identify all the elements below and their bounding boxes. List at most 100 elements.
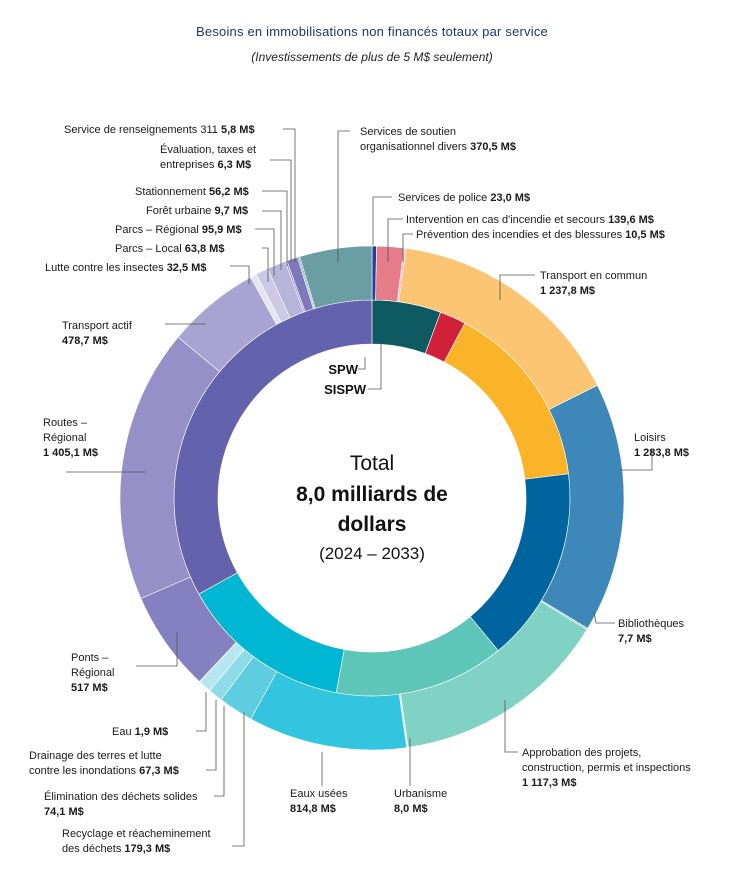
label-line: Eau [112, 726, 135, 738]
label-line: Drainage des terres et lutte [29, 750, 162, 762]
group-leader-spw [358, 357, 366, 370]
chart-title: Besoins en immobilisations non financés … [196, 24, 548, 39]
label-eaux-usees: Eaux usées 814,8 M$ [290, 788, 348, 815]
value-approbation-des-projets-construction-permis-et-inspections: 1 117,3 M$ [522, 777, 576, 789]
group-label-spw: SPW [328, 362, 358, 377]
label-line: Services de police [398, 192, 490, 204]
label-line: Loisirs [634, 432, 666, 444]
leader-ponts-regional [136, 632, 178, 667]
leader-service-de-renseignements-311 [283, 128, 296, 262]
label-parcs-regional: Parcs – Régional 95,9 M$ [115, 224, 242, 236]
group-label-sispw: SISPW [324, 382, 367, 397]
leader-evaluation-taxes-et-entreprises [270, 159, 292, 262]
chart-subtitle: (Investissements de plus de 5 M$ seuleme… [251, 50, 492, 64]
label-line: Bibliothèques [618, 618, 685, 630]
leader-loisirs [620, 450, 653, 471]
label-parcs-local: Parcs – Local 63,8 M$ [115, 243, 224, 255]
leader-parcs-local [262, 247, 269, 282]
label-line: Parcs – Local [115, 243, 185, 255]
leader-parcs-regional [255, 228, 275, 276]
label-line: Régional [43, 432, 86, 444]
center-amount-line1: 8,0 milliards de [296, 483, 448, 506]
slice-labels: Services de police 23,0 M$ Intervention e… [29, 124, 691, 855]
label-line: Stationnement [135, 186, 209, 198]
value-lutte-contre-les-insectes: 32,5 M$ [167, 262, 207, 274]
leader-lutte-contre-les-insectes [230, 265, 250, 284]
label-stationnement: Stationnement 56,2 M$ [135, 186, 249, 198]
value-evaluation-taxes-et-entreprises: 6,3 M$ [217, 159, 251, 171]
label-line: Services de soutien [360, 126, 456, 138]
label-services-de-soutien-organisationnel-divers: Services de soutien organisationnel diver… [360, 126, 516, 153]
label-line: Approbation des projets, [522, 747, 641, 759]
label-services-de-police: Services de police 23,0 M$ [398, 192, 530, 204]
leader-recyclage-et-reacheminement-des-dechets [232, 712, 245, 847]
value-ponts-regional: 517 M$ [71, 682, 108, 694]
leader-prevention-des-incendies-et-des-blessures [402, 233, 413, 262]
label-line: Routes – [43, 417, 88, 429]
value-services-de-police: 23,0 M$ [490, 192, 530, 204]
leader-drainage-des-terres-et-lutte-contre-les-inondations [206, 700, 217, 771]
value-urbanisme: 8,0 M$ [394, 803, 428, 815]
label-transport-en-commun: Transport en commun 1 237,8 M$ [540, 270, 647, 297]
label-line: Transport en commun [540, 270, 647, 282]
label-line: Eaux usées [290, 788, 348, 800]
leader-lines [66, 128, 653, 847]
label-transport-actif: Transport actif 478,7 M$ [62, 320, 133, 347]
donut-rings [119, 245, 625, 751]
value-intervention-en-cas-d-incendie-et-secours: 139,6 M$ [608, 214, 654, 226]
label-line: Urbanisme [394, 788, 447, 800]
label-line: Élimination des déchets solides [44, 790, 198, 803]
value-services-de-soutien-organisationnel-divers: 370,5 M$ [470, 141, 516, 153]
label-drainage-des-terres-et-lutte-contre-les-inondations: Drainage des terres et lutte contre les i… [29, 750, 179, 777]
label-line: Service de renseignements 311 [64, 124, 221, 136]
label-prevention-des-incendies-et-des-blessures: Prévention des incendies et des blessure… [416, 229, 665, 241]
center-amount-line2: dollars [338, 513, 407, 536]
leader-services-de-police [372, 196, 392, 245]
value-eaux-usees: 814,8 M$ [290, 803, 336, 815]
leader-transport-en-commun [499, 274, 535, 300]
label-line: entreprises [160, 159, 217, 171]
label-loisirs: Loisirs 1 283,8 M$ [634, 432, 689, 459]
label-line: organisationnel divers [360, 141, 470, 153]
label-line: Forêt urbaine [146, 205, 214, 217]
value-loisirs: 1 283,8 M$ [634, 447, 689, 459]
leader-foret-urbaine [262, 210, 282, 270]
label-line: Transport actif [62, 320, 133, 332]
label-elimination-des-dechets-solides: Élimination des déchets solides 74,1 M$ [44, 790, 198, 818]
label-line: Parcs – Régional [115, 224, 202, 236]
label-line: Recyclage et réacheminement [62, 828, 211, 840]
group-leader-sispw [368, 344, 382, 390]
value-transport-en-commun: 1 237,8 M$ [540, 285, 595, 297]
label-approbation-des-projets-construction-permis-et-inspections: Approbation des projets, construction, pe… [522, 747, 691, 789]
value-recyclage-et-reacheminement-des-dechets: 179,3 M$ [124, 843, 170, 855]
value-bibliotheques: 7,7 M$ [618, 633, 652, 645]
label-lutte-contre-les-insectes: Lutte contre les insectes 32,5 M$ [45, 262, 206, 274]
label-recyclage-et-reacheminement-des-dechets: Recyclage et réacheminement des déchets 1… [62, 828, 211, 855]
center-years: (2024 – 2033) [319, 544, 425, 563]
label-line: des déchets [62, 843, 124, 855]
label-line: contre les inondations [29, 765, 139, 777]
value-parcs-local: 63,8 M$ [185, 243, 225, 255]
label-routes-regional: Routes – Régional 1 405,1 M$ [43, 417, 98, 459]
value-routes-regional: 1 405,1 M$ [43, 447, 98, 459]
value-transport-actif: 478,7 M$ [62, 335, 108, 347]
label-urbanisme: Urbanisme 8,0 M$ [394, 788, 447, 815]
leader-services-de-soutien-organisationnel-divers [337, 130, 350, 262]
value-stationnement: 56,2 M$ [209, 186, 249, 198]
value-prevention-des-incendies-et-des-blessures: 10,5 M$ [625, 229, 665, 241]
label-line: Lutte contre les insectes [45, 262, 167, 274]
center-total: Total [350, 452, 394, 475]
label-evaluation-taxes-et-entreprises: Évaluation, taxes et entreprises 6,3 M$ [160, 143, 256, 171]
leader-stationnement [262, 190, 288, 266]
value-elimination-des-dechets-solides: 74,1 M$ [44, 806, 84, 818]
leader-eau [196, 692, 207, 732]
label-line: Évaluation, taxes et [160, 143, 256, 156]
value-parcs-regional: 95,9 M$ [202, 224, 242, 236]
label-line: Régional [71, 667, 114, 679]
label-line: Intervention en cas d'incendie et secour… [406, 214, 608, 226]
label-line: Ponts – [71, 652, 109, 664]
leader-elimination-des-dechets-solides [214, 706, 225, 797]
label-line: Prévention des incendies et des blessure… [416, 229, 625, 241]
outer-slice-services-de-soutien-organisationnel-divers [299, 245, 373, 309]
